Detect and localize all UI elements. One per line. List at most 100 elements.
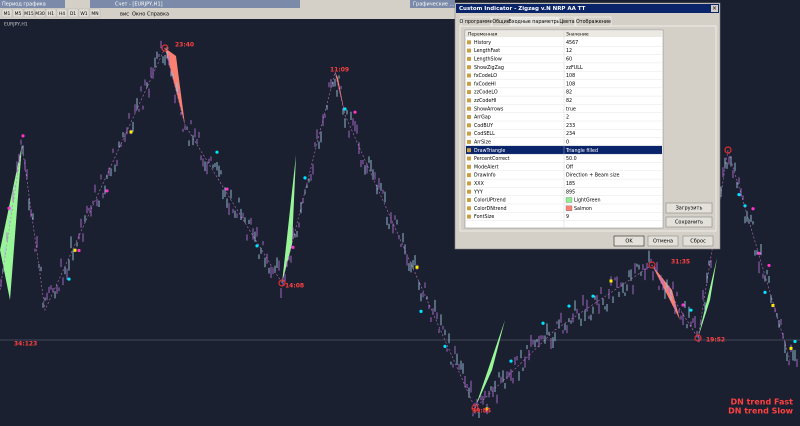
row-icon <box>467 214 471 219</box>
param-value[interactable]: zzFULL <box>566 65 583 71</box>
side-button[interactable] <box>665 216 713 228</box>
signal-dot <box>689 308 693 312</box>
param-value[interactable]: true <box>566 106 576 112</box>
param-name[interactable]: ColorUPtrend <box>474 198 506 204</box>
param-value[interactable]: Direction + Beam size <box>566 173 619 179</box>
timeframe-label: W1 <box>80 11 87 17</box>
pivot <box>694 334 702 342</box>
param-name[interactable]: YYY <box>473 189 483 195</box>
timeframe-button[interactable] <box>1 8 13 18</box>
menu-item[interactable]: вис <box>120 12 129 18</box>
row-icon <box>467 206 471 211</box>
signal-dot <box>541 321 545 325</box>
row-icon <box>467 48 471 53</box>
param-value[interactable]: Off <box>566 164 574 170</box>
param-name[interactable]: CodSELL <box>474 131 495 137</box>
row-icon <box>467 65 471 70</box>
signal-dot <box>767 263 771 268</box>
param-value[interactable]: 12 <box>566 48 572 54</box>
row-icon <box>467 123 471 128</box>
timeframe-button[interactable] <box>89 8 101 18</box>
timeframe-button[interactable] <box>67 8 79 18</box>
param-name[interactable]: ArrSize <box>474 140 491 146</box>
second-window-title-bg <box>410 0 455 8</box>
param-name[interactable]: DrawInfo <box>474 173 496 179</box>
triangle-up <box>475 320 505 408</box>
param-value[interactable]: 108 <box>566 73 575 79</box>
timeframe-button[interactable] <box>78 8 90 18</box>
param-name[interactable]: CodBUY <box>474 123 493 129</box>
timeframe-button[interactable] <box>45 8 57 18</box>
param-value[interactable]: LightGreen <box>574 198 601 204</box>
param-name[interactable]: ArrGap <box>474 115 491 121</box>
param-name[interactable]: LengthSlow <box>474 57 502 63</box>
param-value[interactable]: 234 <box>566 131 575 137</box>
menu-item[interactable]: Справка <box>147 12 169 18</box>
param-value[interactable]: 233 <box>566 123 575 129</box>
tab[interactable] <box>558 16 576 27</box>
menu-item[interactable]: Окно <box>132 12 145 18</box>
dialog-button[interactable] <box>682 235 714 247</box>
param-name[interactable]: FontSize <box>474 214 494 220</box>
param-name[interactable]: PercentCorrect <box>474 156 510 162</box>
param-value[interactable]: 82 <box>566 98 572 104</box>
param-name[interactable]: zzCodeHI <box>474 98 496 104</box>
param-name[interactable]: LengthFast <box>474 48 500 54</box>
timeframe-label: M5 <box>15 11 22 17</box>
side-button[interactable] <box>665 202 713 214</box>
pivot <box>724 146 732 154</box>
row-icon <box>467 173 471 178</box>
param-name[interactable]: XXX <box>474 181 485 187</box>
param-value[interactable]: 0 <box>566 140 569 146</box>
dialog-button[interactable] <box>613 235 645 247</box>
row-icon <box>467 90 471 95</box>
side-button-label: Загрузить <box>676 206 703 212</box>
param-value[interactable]: Triangle filled <box>565 148 598 154</box>
param-value[interactable]: 895 <box>566 189 575 195</box>
param-value[interactable]: 50.0 <box>566 156 577 162</box>
close-button[interactable] <box>711 5 718 12</box>
param-name[interactable]: ModeAlert <box>474 164 499 170</box>
param-value[interactable]: 4567 <box>566 40 578 46</box>
close-icon: × <box>712 5 717 12</box>
param-value[interactable]: 82 <box>566 90 572 96</box>
tab[interactable] <box>510 16 559 27</box>
chart-window-title-bg <box>90 0 300 8</box>
param-value[interactable]: 9 <box>566 214 569 220</box>
color-swatch <box>565 205 573 211</box>
marker <box>129 130 133 134</box>
period-window-title: Период графика <box>2 2 46 8</box>
param-name[interactable]: ColorDNtrend <box>474 206 507 212</box>
param-value[interactable]: 60 <box>566 57 572 63</box>
triangle-down <box>652 265 680 320</box>
param-name[interactable]: DrawTriangle <box>474 148 505 154</box>
param-value[interactable]: 108 <box>566 81 575 87</box>
tab[interactable] <box>460 16 492 27</box>
beam-label: 23:40 <box>175 42 194 49</box>
signal-dot <box>291 245 295 249</box>
signal-dot <box>509 359 513 363</box>
param-name[interactable]: fxCodeLO <box>474 73 497 79</box>
marker <box>789 346 793 350</box>
dialog-button-label: Отмена <box>653 239 673 245</box>
row-icon <box>467 148 471 153</box>
param-name[interactable]: ShowZigZag <box>474 65 504 71</box>
param-name[interactable]: fxCodeHI <box>474 81 496 87</box>
param-name[interactable]: zzCodeLO <box>474 90 498 96</box>
beam-label: 11:09 <box>330 67 349 74</box>
tab[interactable] <box>491 16 511 27</box>
param-value[interactable]: 185 <box>566 181 575 187</box>
dialog: Custom Indicator - Zigzag v.N NRP AA TT … <box>454 2 721 250</box>
row-icon <box>467 131 471 136</box>
param-value[interactable]: Salmon <box>574 206 592 212</box>
tab[interactable] <box>575 16 612 27</box>
dialog-button[interactable] <box>647 235 679 247</box>
pivots <box>161 44 732 412</box>
timeframe-button[interactable] <box>23 8 35 18</box>
timeframe-button[interactable] <box>12 8 24 18</box>
param-value[interactable]: 2 <box>566 115 569 121</box>
param-name[interactable]: ShowArrows <box>474 106 504 112</box>
timeframe-button[interactable] <box>34 8 46 18</box>
timeframe-button[interactable] <box>56 8 68 18</box>
param-name[interactable]: History <box>474 40 491 46</box>
